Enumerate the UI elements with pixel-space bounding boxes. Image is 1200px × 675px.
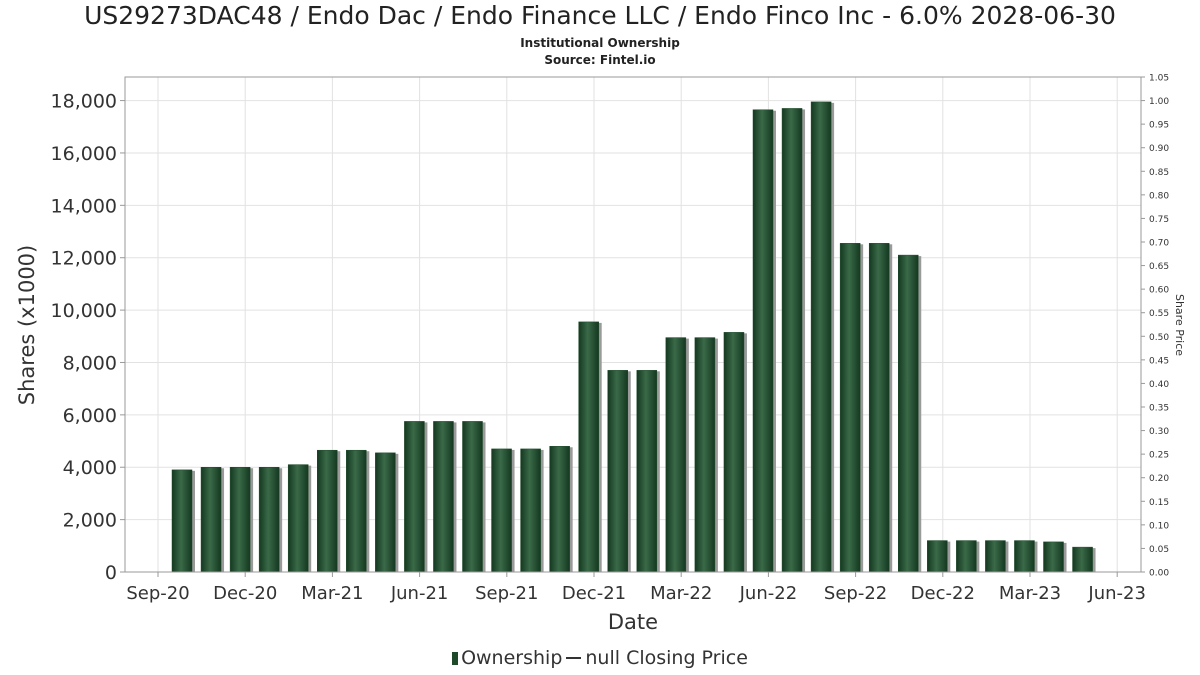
y2-tick-label: 0.40: [1149, 380, 1169, 390]
ownership-bar: [723, 332, 745, 573]
y2-tick-label: 0.00: [1149, 569, 1169, 579]
y2-tick-label: 1.00: [1149, 97, 1169, 107]
ownership-bar: [287, 464, 309, 573]
y2-tick-label: 0.95: [1149, 121, 1169, 131]
y2-tick-label: 0.65: [1149, 262, 1169, 272]
ownership-bar: [1072, 546, 1093, 573]
y-tick-label: 6,000: [63, 405, 117, 427]
y2-tick-label: 0.85: [1149, 168, 1169, 178]
y2-tick-label: 0.30: [1149, 427, 1169, 437]
subtitle-line-ownership: Institutional Ownership: [520, 36, 680, 50]
ownership-bar: [258, 466, 280, 573]
closing-price-legend-line: [566, 657, 582, 659]
y-tick-label: 16,000: [51, 143, 117, 165]
x-tick-label: Jun-21: [390, 583, 449, 604]
ownership-bar: [346, 449, 367, 573]
y2-tick-label: 0.70: [1149, 239, 1169, 249]
ownership-bar: [317, 449, 338, 573]
x-tick-label: Dec-20: [213, 583, 277, 604]
ownership-bar: [171, 469, 193, 573]
ownership-bar: [956, 540, 977, 573]
ownership-bar: [752, 109, 774, 573]
ownership-bar: [433, 421, 454, 573]
y2-tick-label: 0.10: [1149, 521, 1169, 531]
y-tick-label: 4,000: [63, 457, 117, 479]
ownership-bar: [578, 321, 599, 573]
chart-subtitle: Institutional Ownership Source: Fintel.i…: [0, 35, 1200, 69]
y-tick-label: 10,000: [51, 300, 117, 322]
x-tick-label: Mar-23: [999, 583, 1061, 604]
x-tick-label: Jun-23: [1087, 583, 1146, 604]
ownership-bar: [491, 448, 512, 573]
ownership-bar: [520, 448, 541, 573]
plot-border: [124, 76, 1142, 573]
y-tick-label: 12,000: [51, 248, 117, 270]
y2-tick-label: 0.60: [1149, 286, 1169, 296]
ownership-bar: [200, 466, 222, 573]
y-tick-label: 0: [105, 562, 117, 584]
x-tick-label: Sep-21: [475, 583, 538, 604]
ownership-bar: [868, 243, 890, 573]
y-tick-label: 14,000: [51, 195, 117, 217]
legend: Ownership null Closing Price: [0, 647, 1200, 669]
ownership-bar: [898, 254, 919, 573]
ownership-bar: [1043, 541, 1064, 573]
x-tick-label: Dec-21: [562, 583, 626, 604]
y2-tick-label: 0.55: [1149, 309, 1169, 319]
ownership-bar: [839, 243, 861, 573]
y2-tick-label: 0.25: [1149, 451, 1169, 461]
ownership-bar: [375, 452, 396, 573]
y-tick-label: 8,000: [63, 352, 117, 374]
ownership-legend-swatch: [452, 652, 459, 665]
y2-tick-label: 0.50: [1149, 333, 1169, 343]
ownership-bar: [404, 421, 425, 573]
y-tick-label: 2,000: [63, 510, 117, 532]
y2-tick-label: 0.90: [1149, 144, 1169, 154]
ownership-bar: [665, 337, 687, 573]
ownership-bar: [1014, 540, 1035, 573]
x-axis-label: Date: [608, 610, 658, 634]
ownership-bar: [985, 540, 1006, 573]
axes: 0 2,000 4,000 6,000 8,000 10,000 12,000 14,000 1…: [51, 74, 1170, 605]
ownership-bar: [694, 337, 716, 573]
x-tick-label: Mar-21: [301, 583, 363, 604]
y2-tick-label: 0.35: [1149, 404, 1169, 414]
ownership-bar: [636, 370, 658, 573]
y2-tick-label: 0.20: [1149, 474, 1169, 484]
ownership-bar: [549, 446, 570, 573]
ownership-bars: [171, 101, 1096, 573]
y2-tick-label: 0.80: [1149, 191, 1169, 201]
ownership-bar: [607, 370, 628, 573]
x-tick-label: Dec-22: [911, 583, 975, 604]
ownership-bar: [810, 101, 832, 573]
x-tick-label: Jun-22: [739, 583, 798, 604]
x-tick-label: Sep-22: [824, 583, 887, 604]
y2-tick-label: 1.05: [1149, 74, 1169, 84]
x-tick-label: Mar-22: [650, 583, 712, 604]
y2-axis-label: Share Price: [1173, 294, 1186, 356]
y2-tick-label: 0.45: [1149, 356, 1169, 366]
y2-tick-label: 0.15: [1149, 498, 1169, 508]
y-tick-label: 18,000: [51, 91, 117, 113]
ownership-bar: [927, 540, 948, 573]
y2-tick-label: 0.75: [1149, 215, 1169, 225]
ownership-bar: [462, 421, 483, 573]
y2-tick-label: 0.05: [1149, 545, 1169, 555]
y-axis-label: Shares (x1000): [15, 245, 39, 405]
x-tick-label: Sep-20: [126, 583, 189, 604]
ownership-bar: [781, 108, 803, 573]
legend-ownership-label: Ownership: [461, 647, 563, 669]
chart-title: US29273DAC48 / Endo Dac / Endo Finance L…: [84, 1, 1116, 30]
subtitle-line-source: Source: Fintel.io: [544, 53, 656, 67]
ownership-bar: [229, 466, 251, 573]
legend-closing-price-label: null Closing Price: [585, 647, 748, 669]
